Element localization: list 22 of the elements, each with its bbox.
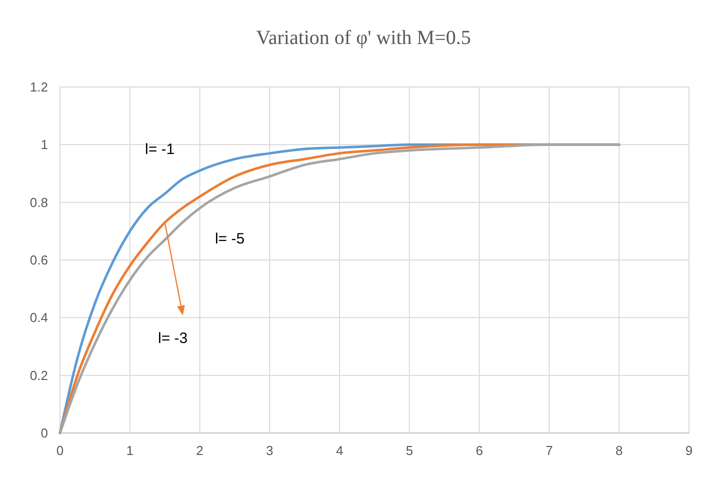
y-tick-label: 0.2 <box>30 368 48 383</box>
x-tick-label: 4 <box>336 443 344 458</box>
line-series <box>58 143 620 434</box>
x-tick-label: 3 <box>266 443 274 458</box>
y-tick-label: 0.6 <box>30 252 48 268</box>
y-tick-label: 1.2 <box>30 80 48 95</box>
x-tick-label: 9 <box>685 443 693 458</box>
series-label: l= -5 <box>214 230 245 248</box>
x-tick-label: 6 <box>476 443 483 458</box>
x-tick-label: 1 <box>126 443 134 458</box>
legend-label: l= -3 <box>158 330 188 347</box>
y-tick-label: 0.8 <box>30 194 48 210</box>
x-tick-label: 2 <box>196 443 204 458</box>
chart-title: Variation of φ' with M=0.5 <box>256 27 471 49</box>
x-tick-label: 8 <box>615 443 623 458</box>
x-tick-label: 7 <box>546 443 553 458</box>
x-tick-label: 5 <box>406 443 414 458</box>
x-tick-label: 0 <box>56 443 64 458</box>
y-tick-label: 1 <box>40 137 48 152</box>
series-label: l= -1 <box>145 140 175 158</box>
y-tick-label: 0.4 <box>30 310 48 326</box>
y-tick-label: 0 <box>40 426 48 441</box>
